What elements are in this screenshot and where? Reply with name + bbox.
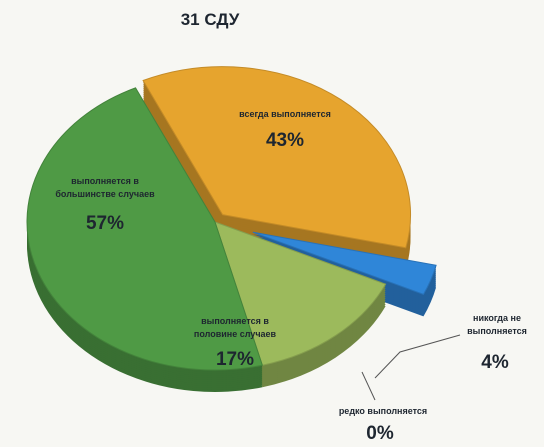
- category-label: выполняется в половине случаев: [193, 316, 277, 339]
- category-label: всегда выполняется: [239, 109, 331, 119]
- slice: [142, 66, 412, 249]
- category-label: редко выполняется: [338, 406, 428, 416]
- value-label: 0%: [366, 423, 394, 444]
- value-label: 4%: [481, 352, 509, 373]
- category-label: никогда не выполняется: [467, 313, 527, 336]
- chart-title: 31 СДУ: [180, 10, 240, 29]
- value-label: 57%: [85, 213, 125, 234]
- slice: [214, 221, 387, 366]
- category-label: выполняется в большинстве случаев: [55, 176, 155, 199]
- leader-line: [374, 334, 461, 379]
- slice: [26, 87, 263, 371]
- value-label: 43%: [265, 130, 305, 151]
- value-label: 17%: [215, 349, 255, 370]
- leader-line: [361, 371, 376, 401]
- slice: [252, 231, 437, 295]
